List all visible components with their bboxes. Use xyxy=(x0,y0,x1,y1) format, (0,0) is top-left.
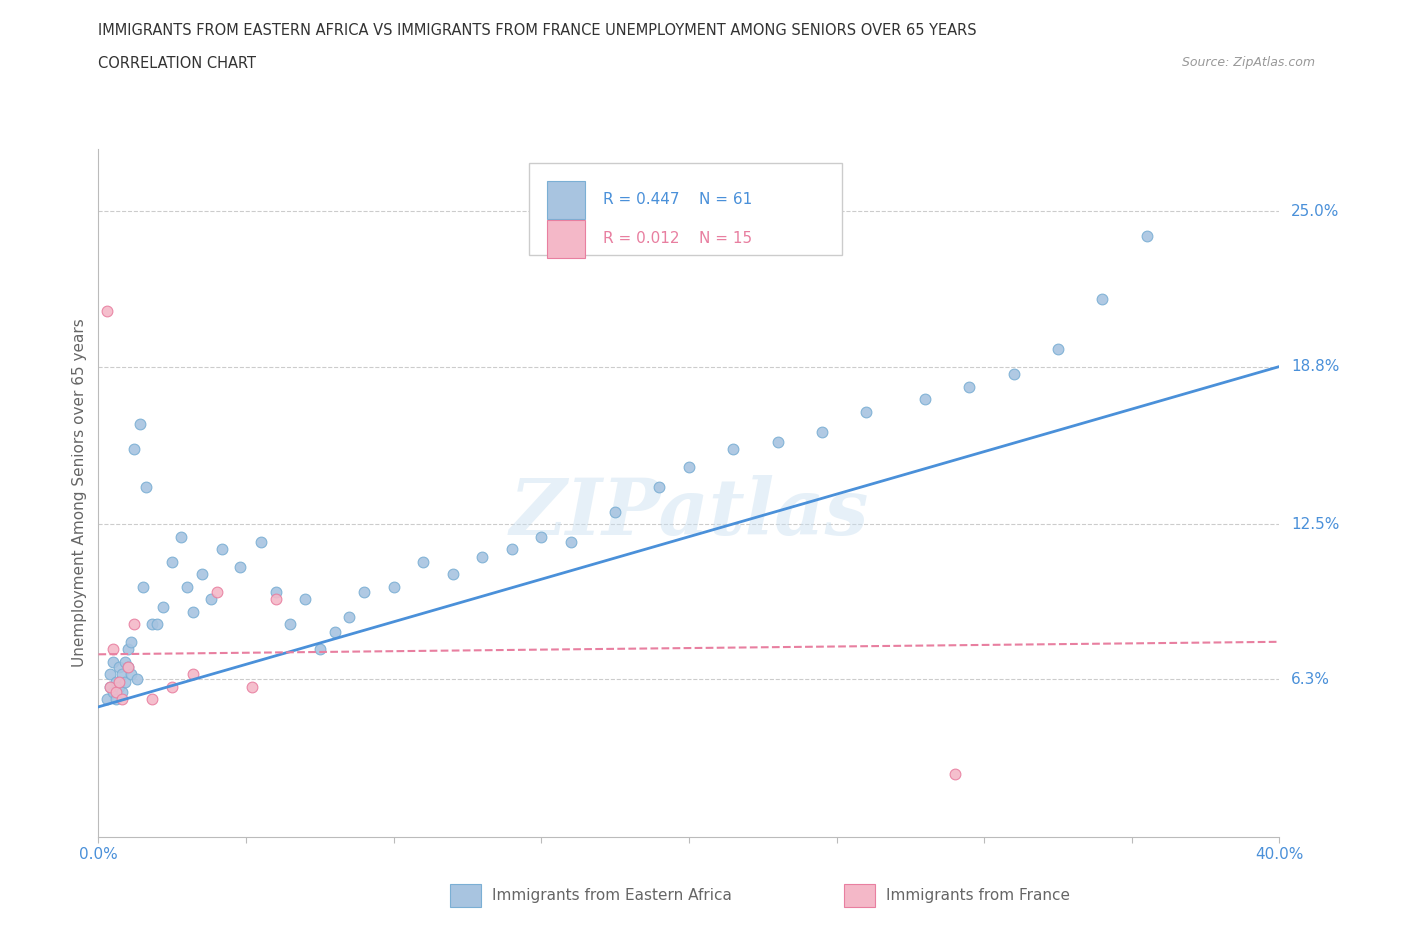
Point xyxy=(959,379,981,394)
Text: R = 0.012    N = 15: R = 0.012 N = 15 xyxy=(603,232,752,246)
Point xyxy=(337,609,360,624)
Point xyxy=(648,479,671,494)
Point xyxy=(141,617,163,631)
Bar xyxy=(530,163,842,256)
Point xyxy=(105,692,128,707)
Text: R = 0.447    N = 61: R = 0.447 N = 61 xyxy=(603,193,752,207)
Point xyxy=(205,584,228,599)
Point xyxy=(943,767,966,782)
Point xyxy=(117,659,139,674)
Point xyxy=(721,442,744,457)
Point xyxy=(323,624,346,639)
Point xyxy=(309,642,332,657)
Point xyxy=(128,417,150,432)
Point xyxy=(103,684,125,699)
Point xyxy=(1135,229,1157,244)
Text: 18.8%: 18.8% xyxy=(1291,359,1340,374)
Point xyxy=(294,591,316,606)
Point xyxy=(105,674,128,689)
Point xyxy=(117,659,139,674)
Point xyxy=(1091,291,1114,306)
Point xyxy=(108,659,131,674)
Point xyxy=(122,617,145,631)
Point xyxy=(211,542,233,557)
Point xyxy=(240,680,263,695)
Point xyxy=(132,579,155,594)
Point xyxy=(103,655,125,670)
Point xyxy=(176,579,198,594)
Point xyxy=(117,642,139,657)
Point xyxy=(111,692,134,707)
Point xyxy=(560,534,582,549)
Point xyxy=(103,642,125,657)
Point xyxy=(264,584,287,599)
Text: IMMIGRANTS FROM EASTERN AFRICA VS IMMIGRANTS FROM FRANCE UNEMPLOYMENT AMONG SENI: IMMIGRANTS FROM EASTERN AFRICA VS IMMIGR… xyxy=(98,23,977,38)
Point xyxy=(120,667,142,682)
Text: CORRELATION CHART: CORRELATION CHART xyxy=(98,56,256,71)
Point xyxy=(501,542,523,557)
Point xyxy=(530,529,553,544)
Text: 25.0%: 25.0% xyxy=(1291,204,1340,219)
Point xyxy=(98,680,121,695)
Point xyxy=(855,405,877,419)
Point xyxy=(98,667,121,682)
Point xyxy=(125,671,148,686)
Text: ZIPatlas: ZIPatlas xyxy=(509,475,869,551)
Point xyxy=(353,584,375,599)
Point xyxy=(170,529,193,544)
Point xyxy=(141,692,163,707)
Point xyxy=(181,604,204,619)
Point xyxy=(162,680,183,695)
Point xyxy=(114,674,136,689)
Point xyxy=(471,550,494,565)
Point xyxy=(191,566,214,581)
Point xyxy=(111,684,134,699)
Point xyxy=(98,680,121,695)
Point xyxy=(200,591,222,606)
Point xyxy=(111,667,134,682)
Point xyxy=(146,617,169,631)
Point xyxy=(382,579,405,594)
Point xyxy=(1046,341,1069,356)
Point xyxy=(152,599,174,614)
Text: 12.5%: 12.5% xyxy=(1291,517,1340,532)
Text: 6.3%: 6.3% xyxy=(1291,671,1330,687)
Text: Immigrants from France: Immigrants from France xyxy=(886,888,1070,903)
Point xyxy=(678,459,700,474)
Point xyxy=(181,667,204,682)
Point xyxy=(766,434,789,449)
Point xyxy=(105,684,128,699)
Point xyxy=(441,566,464,581)
Point xyxy=(96,692,118,707)
Text: Source: ZipAtlas.com: Source: ZipAtlas.com xyxy=(1181,56,1315,69)
Point xyxy=(250,534,273,549)
Point xyxy=(108,680,131,695)
Y-axis label: Unemployment Among Seniors over 65 years: Unemployment Among Seniors over 65 years xyxy=(72,319,87,668)
Point xyxy=(605,504,627,519)
Point xyxy=(914,392,936,406)
Point xyxy=(96,304,118,319)
Point xyxy=(264,591,287,606)
Bar xyxy=(547,180,585,219)
Point xyxy=(135,479,157,494)
Point xyxy=(1002,366,1025,381)
Point xyxy=(412,554,434,569)
Point xyxy=(278,617,302,631)
Point xyxy=(114,655,136,670)
Point xyxy=(162,554,183,569)
Point xyxy=(120,634,142,649)
Bar xyxy=(547,219,585,258)
Point xyxy=(229,559,252,574)
Text: Immigrants from Eastern Africa: Immigrants from Eastern Africa xyxy=(492,888,733,903)
Point xyxy=(108,674,131,689)
Point xyxy=(122,442,145,457)
Point xyxy=(810,424,832,439)
